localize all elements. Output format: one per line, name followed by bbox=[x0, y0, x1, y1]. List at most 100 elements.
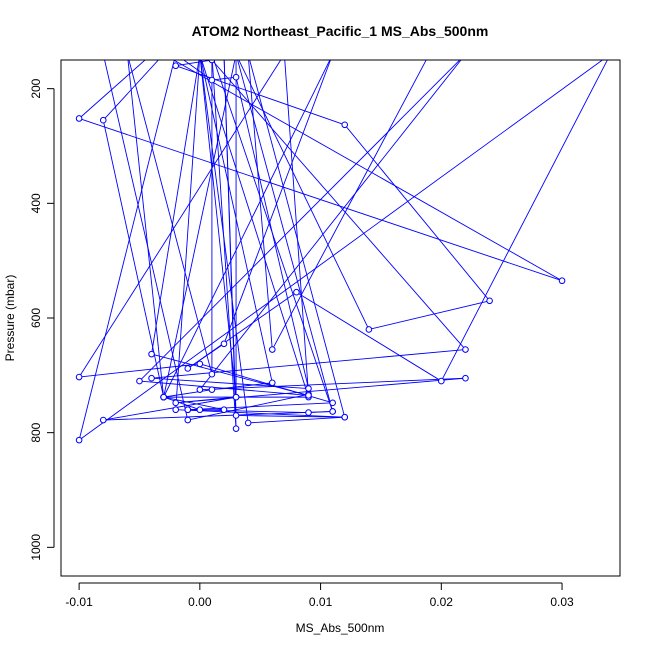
data-point bbox=[293, 288, 300, 296]
data-point bbox=[365, 326, 373, 333]
series-line-segment bbox=[127, 60, 165, 398]
data-point bbox=[305, 392, 312, 399]
x-axis: -0.01 0.00 0.01 0.02 0.03 bbox=[65, 582, 574, 609]
x-tick-label: 0.03 bbox=[550, 595, 574, 609]
series-line-segment bbox=[103, 396, 237, 421]
data-point bbox=[305, 409, 312, 416]
data-point bbox=[160, 393, 167, 401]
data-point bbox=[329, 399, 336, 407]
series-line-segment bbox=[248, 60, 273, 350]
x-axis-label: MS_Abs_500nm bbox=[296, 621, 385, 635]
data-point bbox=[148, 350, 155, 358]
series-line-segment bbox=[175, 65, 345, 126]
series-line-segment bbox=[368, 300, 490, 330]
x-tick-label: 0.01 bbox=[309, 595, 333, 609]
data-point bbox=[208, 76, 216, 84]
series-line-segment bbox=[182, 60, 213, 81]
series-line-segment bbox=[440, 60, 608, 382]
data-point bbox=[232, 425, 240, 432]
data-point bbox=[75, 115, 83, 122]
plot-area bbox=[75, 60, 608, 444]
series-line-segment bbox=[128, 60, 213, 375]
series-line-segment bbox=[308, 411, 333, 414]
series-line-segment bbox=[344, 124, 490, 302]
data-point bbox=[172, 62, 179, 70]
y-tick-label: 200 bbox=[29, 78, 43, 98]
data-point bbox=[184, 416, 192, 424]
series-line-segment bbox=[102, 60, 159, 121]
data-point bbox=[558, 277, 566, 285]
series-line-segment bbox=[163, 389, 212, 398]
x-tick-label: -0.01 bbox=[65, 595, 93, 609]
data-point bbox=[148, 374, 155, 382]
data-point bbox=[184, 406, 192, 414]
series-line-segment bbox=[213, 60, 334, 412]
series-line-segment bbox=[175, 409, 345, 418]
data-point bbox=[232, 393, 240, 401]
data-point bbox=[438, 377, 445, 385]
series-line-segment bbox=[248, 416, 345, 424]
y-tick-label: 1000 bbox=[29, 534, 43, 561]
series-line-segment bbox=[271, 60, 427, 350]
data-point bbox=[184, 365, 192, 372]
series-line-segment bbox=[187, 402, 333, 411]
series-line-segment bbox=[249, 60, 346, 418]
series-line-segment bbox=[151, 353, 309, 396]
data-point bbox=[208, 386, 216, 393]
series-line-segment bbox=[151, 60, 200, 355]
series-line-segment bbox=[78, 60, 146, 119]
data-point bbox=[232, 73, 240, 81]
series-line-segment bbox=[104, 60, 189, 421]
data-point bbox=[196, 386, 204, 393]
series-line-segment bbox=[211, 60, 466, 350]
data-point bbox=[75, 373, 83, 381]
y-tick-label: 800 bbox=[29, 422, 43, 442]
data-point bbox=[486, 297, 493, 305]
series-line-segment bbox=[223, 60, 237, 429]
series-line-segment bbox=[187, 409, 309, 414]
y-tick-label: 400 bbox=[29, 193, 43, 213]
data-point bbox=[329, 408, 336, 415]
series-line-segment bbox=[201, 60, 309, 398]
series-line-segment bbox=[175, 60, 212, 67]
series-line-segment bbox=[296, 291, 442, 382]
series-line-segment bbox=[139, 60, 461, 382]
data-point bbox=[268, 346, 276, 353]
series-line-segment bbox=[237, 60, 334, 412]
data-point bbox=[136, 377, 143, 385]
data-point bbox=[196, 406, 204, 414]
series-line-segment bbox=[163, 396, 225, 411]
data-point bbox=[99, 416, 107, 424]
series-line-segment bbox=[199, 60, 462, 390]
data-point bbox=[462, 346, 469, 353]
chart-title: ATOM2 Northeast_Pacific_1 MS_Abs_500nm bbox=[192, 23, 489, 39]
data-point bbox=[196, 360, 204, 368]
data-point bbox=[172, 399, 179, 407]
data-point bbox=[341, 413, 349, 421]
series-line-segment bbox=[79, 363, 200, 378]
series-line-segment bbox=[175, 60, 200, 410]
data-point bbox=[341, 121, 349, 129]
series-line-segment bbox=[163, 396, 200, 411]
data-point bbox=[232, 412, 240, 419]
y-axis: 200 400 600 800 1000 bbox=[29, 78, 55, 561]
x-tick-label: 0.02 bbox=[430, 595, 454, 609]
series-line-segment bbox=[78, 60, 604, 441]
series-line-segment bbox=[175, 377, 466, 404]
data-point bbox=[220, 406, 228, 414]
data-point bbox=[244, 419, 252, 427]
series-line-segment bbox=[78, 60, 175, 441]
series-line-segment bbox=[172, 60, 563, 282]
series-line-segment bbox=[187, 291, 297, 369]
y-tick-label: 600 bbox=[29, 308, 43, 328]
series-line-segment bbox=[103, 411, 333, 421]
data-point bbox=[462, 374, 469, 382]
series-line-segment bbox=[211, 60, 237, 429]
series-line-segment bbox=[163, 60, 331, 398]
data-point bbox=[220, 340, 228, 348]
series-line-segment bbox=[78, 60, 282, 378]
plot-frame bbox=[60, 59, 621, 577]
series-line-segment bbox=[163, 60, 236, 398]
